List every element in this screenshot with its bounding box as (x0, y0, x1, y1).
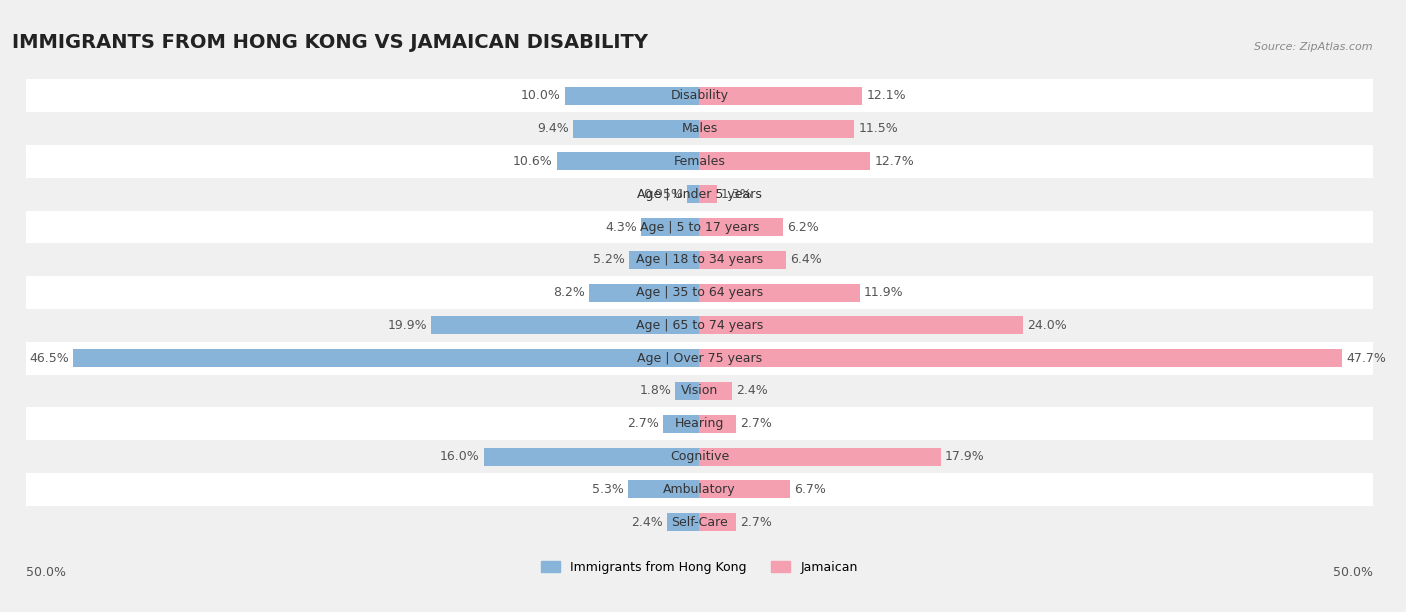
Text: Females: Females (673, 155, 725, 168)
Text: Self-Care: Self-Care (671, 516, 728, 529)
Bar (699, 87, 862, 105)
Text: 0.95%: 0.95% (643, 188, 682, 201)
Bar (699, 119, 855, 138)
Text: 2.7%: 2.7% (740, 516, 772, 529)
Text: 2.7%: 2.7% (740, 417, 772, 430)
Bar (699, 152, 870, 170)
Text: 47.7%: 47.7% (1346, 352, 1386, 365)
Bar (0, 309, 1406, 341)
Text: Ambulatory: Ambulatory (664, 483, 735, 496)
Text: 19.9%: 19.9% (388, 319, 427, 332)
Bar (73, 349, 699, 367)
Text: 5.2%: 5.2% (593, 253, 626, 266)
Bar (699, 382, 731, 400)
Text: 2.4%: 2.4% (631, 516, 664, 529)
Bar (0, 112, 1406, 145)
Bar (0, 145, 1406, 178)
Bar (699, 218, 783, 236)
Bar (699, 185, 717, 203)
Bar (675, 382, 699, 400)
Text: Vision: Vision (681, 384, 718, 398)
Bar (641, 218, 699, 236)
Legend: Immigrants from Hong Kong, Jamaican: Immigrants from Hong Kong, Jamaican (536, 556, 863, 578)
Bar (0, 211, 1406, 244)
Bar (0, 375, 1406, 408)
Bar (565, 87, 699, 105)
Bar (0, 440, 1406, 473)
Bar (0, 473, 1406, 506)
Bar (699, 283, 859, 302)
Text: Age | Over 75 years: Age | Over 75 years (637, 352, 762, 365)
Bar (699, 513, 735, 531)
Text: 2.7%: 2.7% (627, 417, 659, 430)
Text: 11.9%: 11.9% (863, 286, 904, 299)
Text: 1.8%: 1.8% (640, 384, 671, 398)
Bar (0, 276, 1406, 309)
Text: Age | 65 to 74 years: Age | 65 to 74 years (636, 319, 763, 332)
Text: Cognitive: Cognitive (669, 450, 730, 463)
Text: Disability: Disability (671, 89, 728, 102)
Bar (0, 178, 1406, 211)
Text: 8.2%: 8.2% (553, 286, 585, 299)
Text: 5.3%: 5.3% (592, 483, 624, 496)
Text: Age | Under 5 years: Age | Under 5 years (637, 188, 762, 201)
Bar (0, 408, 1406, 440)
Bar (432, 316, 699, 334)
Text: Age | 35 to 64 years: Age | 35 to 64 years (636, 286, 763, 299)
Bar (0, 80, 1406, 112)
Bar (699, 415, 735, 433)
Bar (557, 152, 699, 170)
Text: Males: Males (682, 122, 717, 135)
Text: Source: ZipAtlas.com: Source: ZipAtlas.com (1254, 42, 1372, 52)
Bar (699, 316, 1022, 334)
Text: IMMIGRANTS FROM HONG KONG VS JAMAICAN DISABILITY: IMMIGRANTS FROM HONG KONG VS JAMAICAN DI… (13, 33, 648, 52)
Bar (630, 251, 699, 269)
Bar (0, 244, 1406, 276)
Text: 11.5%: 11.5% (858, 122, 898, 135)
Text: 12.1%: 12.1% (866, 89, 905, 102)
Text: 1.3%: 1.3% (721, 188, 752, 201)
Bar (699, 349, 1341, 367)
Text: 12.7%: 12.7% (875, 155, 914, 168)
Bar (686, 185, 699, 203)
Text: 50.0%: 50.0% (25, 566, 66, 579)
Text: 2.4%: 2.4% (735, 384, 768, 398)
Bar (664, 415, 699, 433)
Text: 10.6%: 10.6% (513, 155, 553, 168)
Bar (666, 513, 699, 531)
Text: 6.4%: 6.4% (790, 253, 821, 266)
Bar (628, 480, 699, 498)
Text: 24.0%: 24.0% (1026, 319, 1067, 332)
Text: 6.2%: 6.2% (787, 220, 818, 234)
Bar (0, 341, 1406, 375)
Text: 6.7%: 6.7% (794, 483, 825, 496)
Text: 46.5%: 46.5% (30, 352, 69, 365)
Text: 16.0%: 16.0% (440, 450, 479, 463)
Text: Hearing: Hearing (675, 417, 724, 430)
Bar (699, 480, 790, 498)
Text: 17.9%: 17.9% (945, 450, 984, 463)
Bar (484, 447, 699, 466)
Bar (0, 506, 1406, 539)
Text: 9.4%: 9.4% (537, 122, 569, 135)
Text: 50.0%: 50.0% (1333, 566, 1372, 579)
Text: 4.3%: 4.3% (606, 220, 637, 234)
Bar (572, 119, 699, 138)
Bar (699, 447, 941, 466)
Text: Age | 5 to 17 years: Age | 5 to 17 years (640, 220, 759, 234)
Text: 10.0%: 10.0% (520, 89, 561, 102)
Bar (589, 283, 699, 302)
Bar (699, 251, 786, 269)
Text: Age | 18 to 34 years: Age | 18 to 34 years (636, 253, 763, 266)
